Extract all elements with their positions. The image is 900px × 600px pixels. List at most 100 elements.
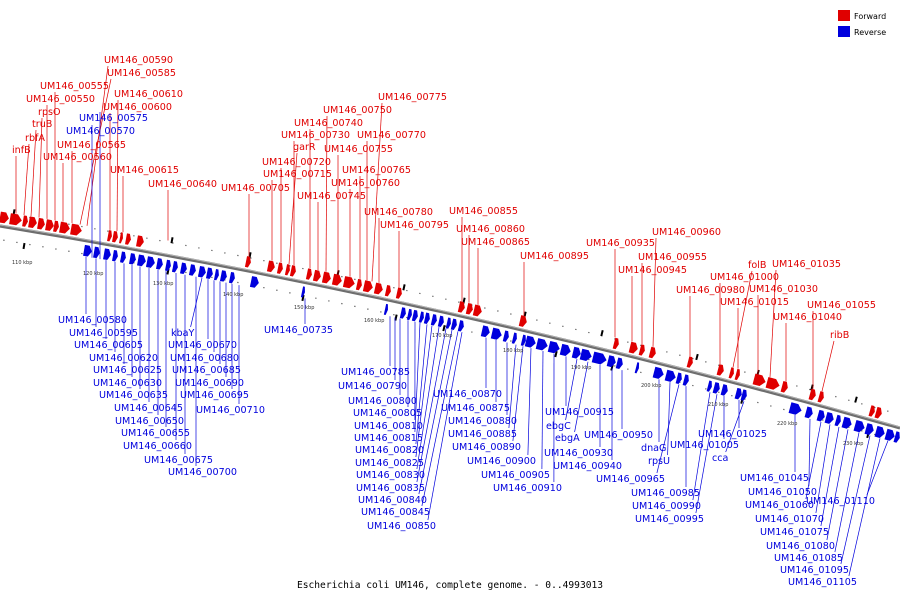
guide-dot (419, 292, 421, 295)
gene-label-um146-01005: UM146_01005 (670, 440, 739, 451)
reverse-gene-arrow (664, 369, 676, 382)
reverse-gene-arrow (171, 261, 178, 273)
leader-line (416, 328, 447, 483)
guide-dot (393, 287, 395, 289)
leader-line (808, 418, 811, 487)
forward-gene-arrow (45, 219, 54, 231)
reverse-gene-arrow (579, 348, 592, 361)
reverse-gene-arrow (418, 311, 424, 323)
forward-gene-arrow (734, 368, 740, 381)
guide-dot (107, 230, 109, 232)
forward-gene-arrow (808, 388, 816, 401)
gene-label-um146-00805: UM146_00805 (353, 408, 422, 419)
forward-gene-arrow (284, 264, 290, 276)
gene-label-um146-00690: UM146_00690 (175, 378, 244, 389)
label-leader-lines (15, 65, 889, 577)
leader-line (725, 401, 745, 453)
gene-label-um146-00720: UM146_00720 (262, 157, 331, 168)
legend-forward-swatch (838, 10, 850, 21)
gene-label-um146-00550: UM146_00550 (26, 94, 95, 105)
kbp-tick-label: 230 kbp (843, 441, 863, 447)
reverse-gene-arrow (219, 270, 227, 282)
gene-label-um146-00730: UM146_00730 (281, 130, 350, 141)
genome-backbone (0, 224, 900, 430)
leader-line (512, 346, 524, 442)
gene-label-um146-00595: UM146_00595 (69, 328, 138, 339)
gene-label-cca: cca (712, 453, 728, 464)
kbp-tick-label: 120 kbp (83, 271, 103, 277)
reverse-gene-arrow (864, 423, 874, 435)
kbp-tick-label: 110 kbp (12, 260, 32, 266)
reverse-gene-arrow (734, 387, 742, 400)
guide-dot (835, 395, 837, 398)
reverse-gene-arrow (490, 327, 502, 340)
gene-label-um146-00645: UM146_00645 (114, 403, 183, 414)
leader-line (866, 440, 889, 496)
guide-dot (861, 403, 863, 405)
reverse-gene-arrow (547, 341, 560, 354)
gene-label-um146-00780: UM146_00780 (364, 207, 433, 218)
gene-label-um146-00600: UM146_00600 (103, 102, 172, 113)
forward-gene-arrow (362, 280, 373, 293)
reverse-gene-arrow (706, 380, 712, 392)
guide-dot (536, 319, 538, 321)
gene-label-um146-00560: UM146_00560 (43, 152, 112, 163)
gene-label-um146-01085: UM146_01085 (774, 553, 843, 564)
gene-label-um146-00680: UM146_00680 (170, 353, 239, 364)
gene-label-um146-01040: UM146_01040 (773, 312, 842, 323)
leader-line (527, 348, 532, 456)
gene-label-um146-00770: UM146_00770 (357, 130, 426, 141)
leader-line (692, 392, 711, 501)
guide-dot (562, 325, 564, 328)
gene-label-um146-00705: UM146_00705 (221, 183, 290, 194)
guide-dot (705, 361, 707, 363)
reverse-gene-arrow (399, 307, 406, 319)
gene-label-folb: folB (748, 260, 767, 271)
gene-label-um146-00605: UM146_00605 (74, 340, 143, 351)
gene-label-um146-01015: UM146_01015 (720, 297, 789, 308)
gene-label-um146-00865: UM146_00865 (461, 237, 530, 248)
reverse-gene-arrow (804, 406, 813, 419)
leader-line (418, 329, 453, 495)
guide-dot (731, 394, 733, 397)
gene-label-um146-00765: UM146_00765 (342, 165, 411, 176)
kbp-tick-label: 160 kbp (364, 318, 384, 324)
forward-gene-arrow (70, 223, 82, 236)
gene-label-um146-00585: UM146_00585 (107, 68, 176, 79)
gene-label-um146-00675: UM146_00675 (144, 455, 213, 466)
guide-dot (393, 314, 395, 316)
guide-dot (380, 311, 382, 313)
reverse-gene-arrow (129, 253, 136, 265)
reverse-gene-arrow (571, 346, 581, 359)
guide-dot (42, 246, 44, 248)
reverse-gene-arrow (893, 431, 900, 443)
reverse-gene-arrow (841, 416, 852, 429)
guide-dot (692, 384, 694, 387)
guide-dot (640, 371, 642, 374)
gene-label-um146-00710: UM146_00710 (196, 405, 265, 416)
gene-label-um146-00795: UM146_00795 (380, 220, 449, 231)
reverse-gene-arrow (520, 334, 526, 346)
guide-dot (16, 241, 18, 244)
forward-gene-arrow (305, 268, 312, 280)
leader-line (371, 102, 383, 282)
reverse-gene-arrow (606, 355, 616, 368)
reverse-gene-arrow (824, 412, 834, 424)
reverse-gene-arrow (93, 246, 100, 259)
kbp-tick-label: 130 kbp (153, 281, 173, 287)
gene-label-um146-00995: UM146_00995 (635, 514, 704, 525)
gene-label-garr: garR (293, 142, 316, 153)
gene-label-um146-01030: UM146_01030 (749, 284, 818, 295)
guide-dot (185, 244, 187, 247)
reverse-gene-arrow (406, 308, 412, 321)
guide-dot (471, 331, 473, 333)
leader-line (565, 359, 578, 421)
guide-dot (211, 249, 213, 252)
leader-line (30, 129, 37, 217)
forward-gene-arrow (355, 278, 362, 291)
leader-line (695, 394, 718, 514)
reverse-gene-arrow (112, 250, 118, 262)
gene-label-um146-01025: UM146_01025 (698, 429, 767, 440)
gene-label-um146-00695: UM146_00695 (180, 390, 249, 401)
gene-label-um146-00875: UM146_00875 (441, 403, 510, 414)
